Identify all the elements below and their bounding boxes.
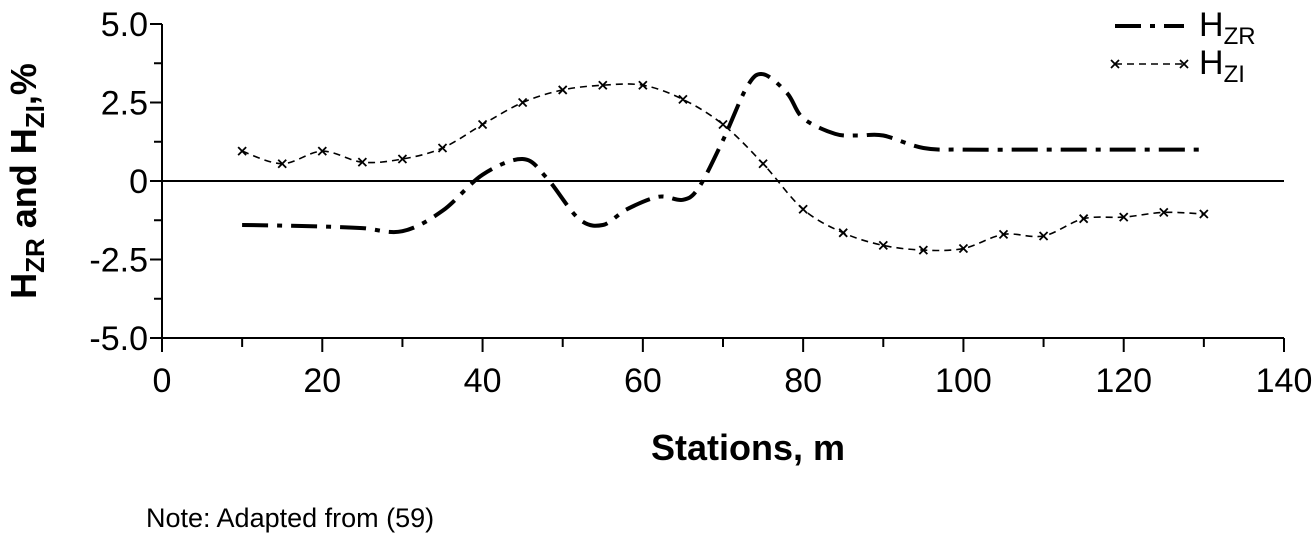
series-layer (237, 72, 1209, 255)
data-point-zi (678, 94, 688, 104)
marker-stroke (277, 159, 287, 169)
y-ticks: 5.0 2.5 0 -2.5 -5.0 (89, 6, 162, 358)
x-axis-title: Stations, m (651, 427, 845, 468)
x-tick-label: 60 (624, 362, 662, 400)
y-tick-label: -2.5 (89, 242, 148, 280)
marker-stroke (1038, 231, 1049, 241)
data-point-zi (838, 228, 848, 238)
data-point-zi (1038, 231, 1049, 241)
marker-stroke (518, 97, 528, 108)
legend-marker (1179, 59, 1189, 69)
marker-stroke (638, 80, 648, 90)
marker-stroke (958, 243, 969, 254)
marker-stroke (878, 240, 888, 251)
series-line-zi (241, 83, 1204, 252)
chart: 0 20 40 60 80 100 120 140 5.0 2.5 0 -2.5 -5.0 Stati… (3, 6, 1313, 468)
marker-stroke (678, 94, 688, 104)
series-line-zr (242, 72, 1204, 235)
data-point-zi (1119, 212, 1129, 222)
y-tick-label: -5.0 (89, 320, 148, 358)
marker-stroke (798, 204, 808, 214)
marker-stroke (598, 80, 608, 90)
marker-stroke (317, 146, 327, 156)
marker-stroke (758, 159, 768, 169)
data-point-zi (477, 119, 488, 130)
data-point-zi (718, 119, 728, 130)
data-point-zi (317, 146, 327, 156)
marker-stroke (838, 228, 848, 238)
axes (161, 24, 1284, 339)
data-point-zi (998, 229, 1009, 240)
x-tick-label: 100 (935, 362, 992, 400)
y-tick-label: 2.5 (101, 85, 148, 123)
marker-stroke (477, 119, 488, 130)
marker-stroke (357, 157, 367, 167)
data-point-zi (798, 204, 808, 214)
y-tick-label: 5.0 (101, 6, 148, 44)
legend-marker (1110, 59, 1120, 69)
x-tick-label: 40 (464, 362, 502, 400)
data-point-zi (958, 243, 969, 254)
marker-stroke (1159, 207, 1169, 218)
marker-stroke (237, 146, 247, 156)
x-tick-label: 120 (1095, 362, 1152, 400)
data-point-zi (397, 154, 408, 164)
y-axis-title: HZR and HZI,% (3, 63, 50, 299)
marker-stroke (1199, 209, 1209, 219)
source-note: Note: Adapted from (59) (146, 503, 435, 533)
marker-stroke (558, 85, 568, 95)
data-point-zi (1079, 214, 1089, 224)
data-point-zi (598, 80, 608, 90)
marker-stroke (397, 154, 408, 164)
marker-stroke (998, 229, 1009, 240)
data-point-zi (437, 143, 448, 153)
marker-stroke (918, 245, 928, 255)
data-point-zi (357, 157, 367, 167)
x-tick-label: 140 (1256, 362, 1313, 400)
y-tick-label: 0 (129, 163, 148, 201)
marker-stroke (1079, 214, 1089, 224)
data-point-zi (277, 159, 287, 169)
data-point-zi (237, 146, 247, 156)
marker-stroke (437, 143, 448, 153)
x-tick-label: 80 (784, 362, 822, 400)
legend-label-zi: HZI (1199, 44, 1245, 88)
data-point-zi (918, 245, 928, 255)
x-tick-label: 20 (303, 362, 341, 400)
data-point-zi (1159, 207, 1169, 218)
data-point-zi (638, 80, 648, 90)
data-point-zi (558, 85, 568, 95)
x-ticks: 0 20 40 60 80 100 120 140 (153, 338, 1313, 400)
data-point-zi (878, 240, 888, 251)
data-point-zi (1199, 209, 1209, 219)
marker-stroke (1119, 212, 1129, 222)
marker-stroke (718, 119, 728, 130)
legend-label-zr: HZR (1199, 6, 1256, 50)
x-tick-label: 0 (153, 362, 172, 400)
data-point-zi (758, 159, 768, 169)
data-point-zi (518, 97, 528, 108)
